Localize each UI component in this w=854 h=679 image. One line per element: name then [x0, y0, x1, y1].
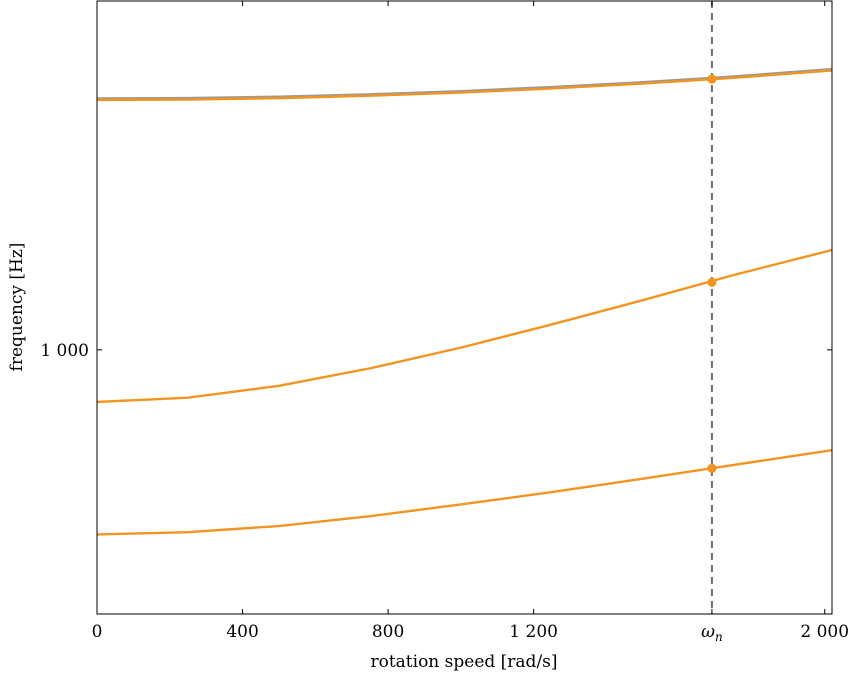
x-tick-label-1: 400 [226, 622, 258, 642]
y-tick-label-0: 1 000 [40, 341, 89, 361]
x-tick-label-2: 800 [372, 622, 404, 642]
y-axis-label: frequency [Hz] [7, 243, 27, 372]
x-tick-label-3: 1 200 [509, 622, 558, 642]
x-tick-label-4: ωn [701, 622, 723, 644]
plot-frame [96, 0, 833, 615]
series-line-3 [96, 248, 833, 404]
series-line-2 [96, 69, 833, 102]
x-tick-label-5: 2 000 [800, 622, 849, 642]
plot-background [97, 1, 832, 614]
series-line-1 [96, 67, 833, 100]
x-axis-label: rotation speed [rad/s] [370, 652, 557, 672]
series-line-4 [96, 448, 833, 536]
x-tick-label-0: 0 [92, 622, 103, 642]
marker-point-3 [707, 463, 717, 473]
marker-point-1 [707, 74, 717, 84]
marker-point-2 [707, 277, 717, 287]
